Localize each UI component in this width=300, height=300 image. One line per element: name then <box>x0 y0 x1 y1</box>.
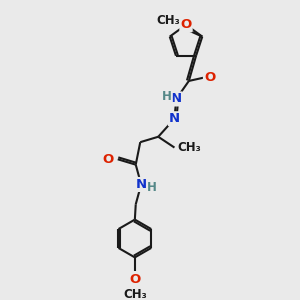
Text: O: O <box>204 71 215 84</box>
Text: O: O <box>102 153 113 166</box>
Text: O: O <box>180 18 192 31</box>
Text: H: H <box>147 181 157 194</box>
Text: H: H <box>162 90 172 103</box>
Text: CH₃: CH₃ <box>177 141 201 154</box>
Text: O: O <box>129 273 140 286</box>
Text: CH₃: CH₃ <box>156 14 180 27</box>
Text: CH₃: CH₃ <box>123 288 147 300</box>
Text: N: N <box>169 112 180 125</box>
Text: N: N <box>136 178 147 191</box>
Text: N: N <box>171 92 182 106</box>
